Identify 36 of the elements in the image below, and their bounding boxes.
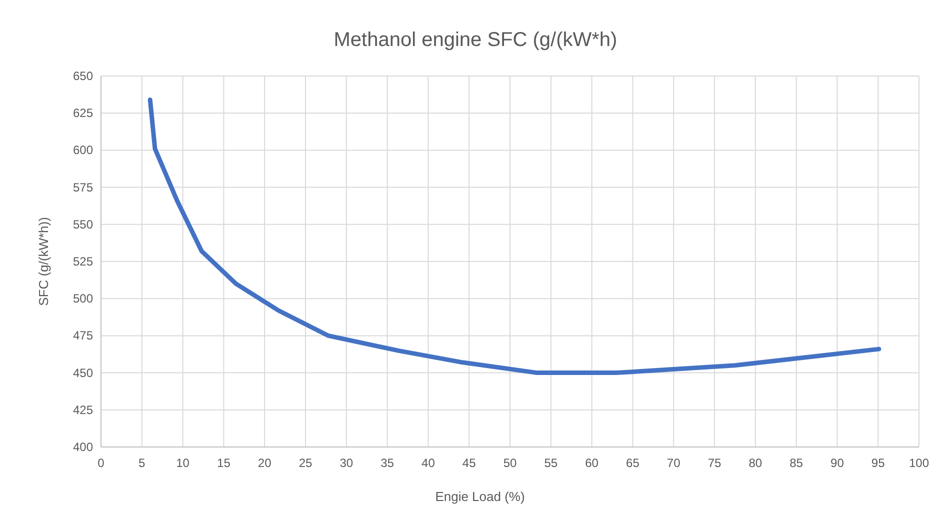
x-tick-label: 90 [830, 456, 844, 470]
x-tick-label: 50 [503, 456, 517, 470]
x-tick-label: 5 [138, 456, 146, 470]
x-tick-label: 65 [626, 456, 640, 470]
chart-title: Methanol engine SFC (g/(kW*h) [334, 29, 618, 51]
x-tick-label: 0 [98, 456, 105, 470]
y-tick-label: 650 [72, 69, 94, 83]
x-tick-label: 70 [666, 456, 681, 470]
x-tick-label: 80 [748, 456, 762, 470]
x-tick-label: 20 [258, 456, 272, 470]
y-tick-label: 625 [72, 106, 94, 120]
y-tick-label: 550 [72, 217, 94, 232]
y-tick-label: 600 [72, 143, 94, 158]
x-tick-label: 25 [298, 456, 312, 470]
x-tick-label: 55 [544, 456, 558, 470]
line-series [148, 97, 882, 376]
x-tick-label: 35 [380, 456, 394, 470]
y-tick-label: 575 [72, 180, 94, 194]
y-tick-label: 425 [72, 402, 94, 417]
y-tick-label: 450 [72, 366, 94, 380]
y-tick-label: 475 [72, 328, 94, 343]
y-axis-title: SFC (g/(kW*h)) [36, 217, 51, 306]
x-tick-label: 10 [176, 456, 190, 470]
x-axis-title: Engie Load (%) [435, 489, 525, 504]
x-tick-label: 100 [908, 456, 930, 470]
y-tick-label: 400 [72, 440, 94, 454]
y-tick-label: 500 [72, 292, 94, 306]
x-tick-label: 85 [790, 456, 804, 470]
x-tick-label: 40 [422, 456, 436, 470]
x-tick-label: 95 [871, 456, 886, 470]
x-tick-label: 60 [585, 456, 599, 470]
x-tick-label: 75 [708, 456, 722, 470]
x-tick-label: 45 [462, 456, 476, 470]
x-tick-label: 30 [340, 456, 354, 470]
y-tick-label: 525 [72, 254, 94, 268]
x-tick-label: 15 [217, 456, 231, 470]
